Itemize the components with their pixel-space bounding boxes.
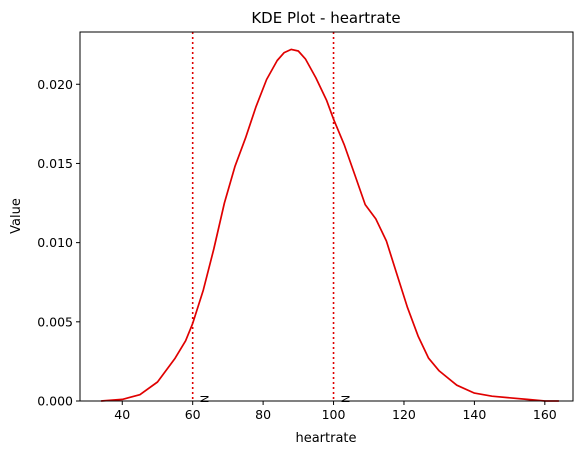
y-tick-label: 0.015 <box>37 156 73 171</box>
y-tick-label: 0.020 <box>37 77 73 92</box>
x-tick-label: 160 <box>533 407 557 422</box>
x-tick-label: 60 <box>185 407 201 422</box>
kde-series-line <box>101 48 559 402</box>
y-tick-label: 0.000 <box>37 394 73 409</box>
x-tick-label: 80 <box>255 407 271 422</box>
y-axis-title: Value <box>9 198 24 234</box>
plot-frame <box>79 31 574 402</box>
y-tick-label: 0.005 <box>37 314 73 329</box>
vline-label: N <box>339 395 352 403</box>
x-axis: 40 60 80 100 120 140 160 <box>114 401 557 422</box>
x-tick-label: 40 <box>114 407 130 422</box>
x-tick-label: 140 <box>462 407 486 422</box>
y-axis: 0.000 0.005 0.010 0.015 0.020 <box>37 77 80 409</box>
vline-label: N <box>198 395 211 403</box>
x-tick-label: 100 <box>322 407 346 422</box>
chart-title: KDE Plot - heartrate <box>251 9 400 27</box>
x-tick-label: 120 <box>392 407 416 422</box>
x-axis-title: heartrate <box>295 431 356 446</box>
y-tick-label: 0.010 <box>37 235 73 250</box>
